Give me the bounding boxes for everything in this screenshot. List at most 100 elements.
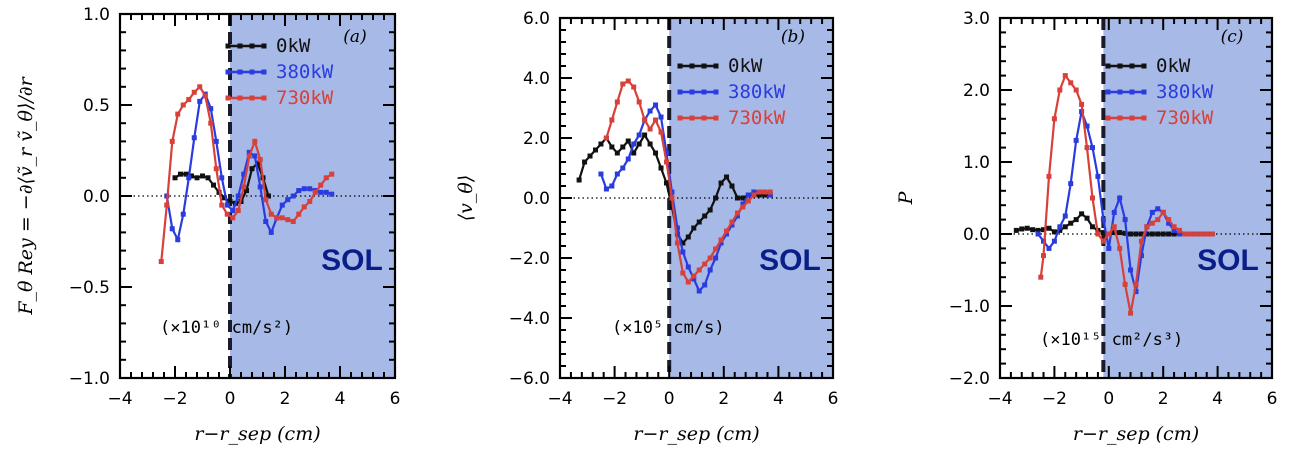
legend-marker [1129,89,1135,95]
data-point [691,273,697,279]
data-point [1117,245,1123,251]
data-point [609,144,615,150]
data-point [1128,231,1134,237]
units-annotation: (×10⁵ cm/s) [612,318,725,338]
data-point [718,180,724,186]
x-tick-label: 4 [1212,389,1223,409]
y-tick-label: 1.0 [963,153,990,173]
data-point [1051,116,1057,122]
legend-marker [261,43,267,49]
data-point [279,215,285,221]
sol-label: SOL [321,244,383,277]
data-point [1209,231,1215,237]
legend-marker [249,69,255,75]
legend-label-0kW: 0kW [276,35,311,57]
data-point [252,153,258,159]
data-point [598,171,604,177]
data-point [224,202,230,208]
legend-marker [249,95,255,101]
data-point [1133,281,1139,287]
data-point [642,117,648,123]
data-point [263,197,269,203]
data-point [191,135,197,141]
data-point [1133,289,1139,295]
data-point [219,175,225,181]
data-point [702,282,708,288]
data-point [169,138,175,144]
data-point [663,159,669,165]
data-point [636,99,642,105]
legend-marker [1117,115,1123,121]
data-point [707,267,713,273]
data-point [246,149,252,155]
data-point [587,153,593,159]
legend-marker [261,69,267,75]
legend-marker [1129,63,1135,69]
data-point [1057,224,1063,230]
sol-region [1103,18,1272,378]
x-tick-label: 0 [664,389,675,409]
data-point [1171,227,1177,233]
data-point [702,261,708,267]
data-point [756,189,762,195]
data-point [598,141,604,147]
data-point [1073,137,1079,143]
x-tick-label: 2 [1158,389,1169,409]
data-point [658,165,664,171]
data-point [636,132,642,138]
data-point [186,97,192,103]
y-tick-label: −1.0 [69,369,110,389]
data-point [323,175,329,181]
data-point [200,173,205,179]
data-point [762,189,768,195]
data-point [1117,230,1123,236]
data-point [696,288,702,294]
legend-label-0kW: 0kW [728,55,763,77]
data-point [197,98,203,104]
data-point [301,186,307,192]
x-tick-label: 0 [1103,389,1114,409]
data-point [1133,231,1139,237]
data-point [268,211,274,217]
data-point [691,276,697,282]
legend-marker [225,95,231,101]
data-point [1166,231,1172,237]
data-point [318,182,324,188]
data-point [740,204,746,210]
x-tick-label: 6 [828,389,839,409]
legend-marker [689,115,695,121]
data-point [255,160,260,166]
x-tick-label: 4 [773,389,784,409]
data-point [685,279,691,285]
data-point [1171,231,1177,237]
legend-label-380kW: 380kW [1156,81,1214,103]
data-point [1084,145,1090,151]
data-point [180,102,186,108]
legend-marker [1141,115,1147,121]
data-point [1149,220,1155,226]
data-point [1035,227,1041,233]
data-point [718,237,724,243]
x-tick-label: 4 [335,389,346,409]
legend-marker [237,43,243,49]
data-point [329,171,335,177]
data-point [178,171,183,177]
data-point [1084,215,1090,221]
data-point [707,207,713,213]
x-tick-label: 2 [280,389,291,409]
data-point [1149,209,1155,215]
data-point [1193,231,1199,237]
data-point [609,183,615,189]
data-point [1079,101,1085,107]
data-point [603,135,609,141]
data-point [1019,226,1025,232]
data-point [631,84,637,90]
data-point [1138,238,1144,244]
data-point [257,157,263,163]
legend-marker [701,63,707,69]
legend-marker [1117,89,1123,95]
data-point [680,249,686,255]
data-point [213,166,219,172]
data-point [169,226,175,232]
